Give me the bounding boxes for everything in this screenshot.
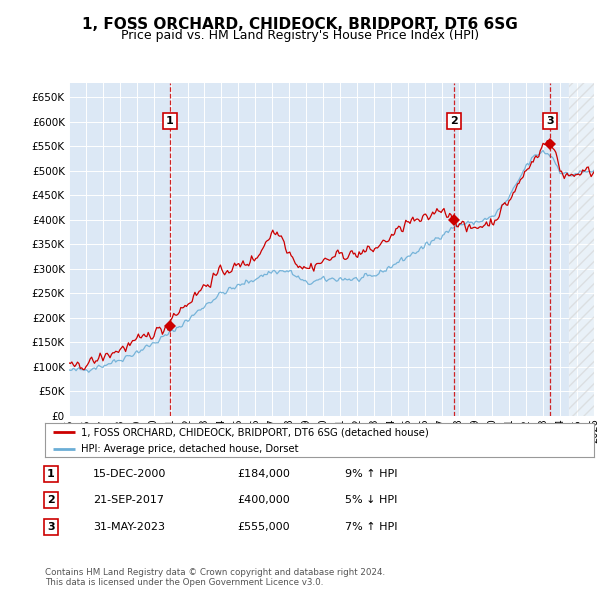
- Text: 9% ↑ HPI: 9% ↑ HPI: [345, 469, 398, 478]
- Text: Contains HM Land Registry data © Crown copyright and database right 2024.
This d: Contains HM Land Registry data © Crown c…: [45, 568, 385, 587]
- Text: 1, FOSS ORCHARD, CHIDEOCK, BRIDPORT, DT6 6SG: 1, FOSS ORCHARD, CHIDEOCK, BRIDPORT, DT6…: [82, 17, 518, 31]
- Text: 15-DEC-2000: 15-DEC-2000: [93, 469, 166, 478]
- Bar: [569, 83, 594, 416]
- Text: 3: 3: [547, 116, 554, 126]
- Text: 21-SEP-2017: 21-SEP-2017: [93, 496, 164, 505]
- Text: 5% ↓ HPI: 5% ↓ HPI: [345, 496, 397, 505]
- Text: 2: 2: [47, 496, 55, 505]
- Text: 1: 1: [166, 116, 174, 126]
- Text: 7% ↑ HPI: 7% ↑ HPI: [345, 522, 398, 532]
- Text: £400,000: £400,000: [237, 496, 290, 505]
- Text: Price paid vs. HM Land Registry's House Price Index (HPI): Price paid vs. HM Land Registry's House …: [121, 30, 479, 42]
- Text: £184,000: £184,000: [237, 469, 290, 478]
- Text: £555,000: £555,000: [237, 522, 290, 532]
- Text: 31-MAY-2023: 31-MAY-2023: [93, 522, 165, 532]
- Text: 3: 3: [47, 522, 55, 532]
- Text: 2: 2: [450, 116, 458, 126]
- Text: 1: 1: [47, 469, 55, 478]
- Text: HPI: Average price, detached house, Dorset: HPI: Average price, detached house, Dors…: [80, 444, 298, 454]
- Bar: [569, 83, 594, 416]
- Text: 1, FOSS ORCHARD, CHIDEOCK, BRIDPORT, DT6 6SG (detached house): 1, FOSS ORCHARD, CHIDEOCK, BRIDPORT, DT6…: [80, 427, 428, 437]
